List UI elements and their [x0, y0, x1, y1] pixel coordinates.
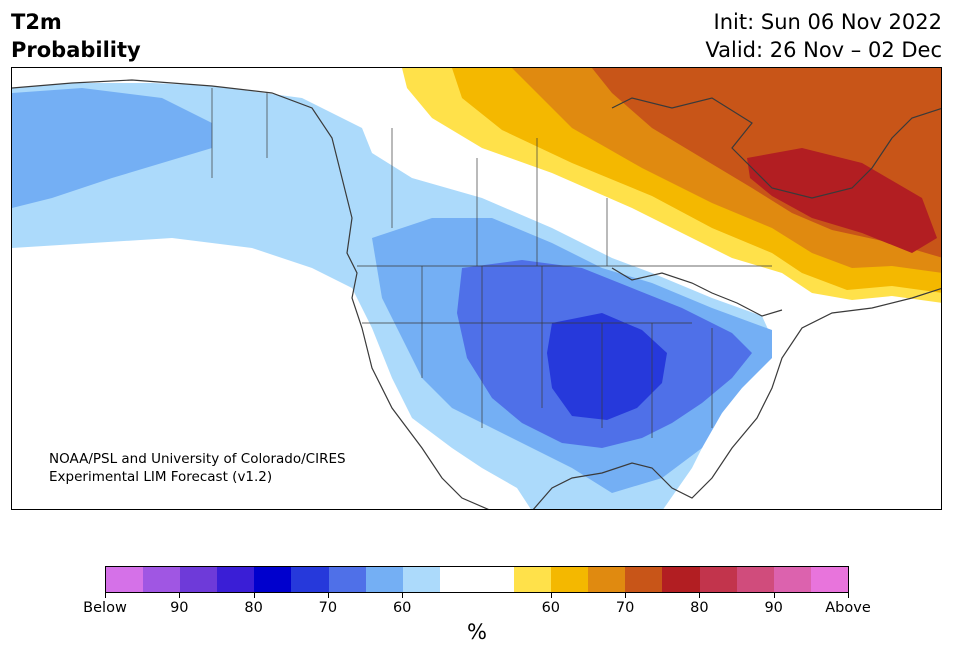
- colorbar-unit: %: [467, 620, 487, 644]
- colorbar-cell: [180, 567, 218, 592]
- colorbar-tick-label: 80: [690, 600, 709, 616]
- date-info: Init: Sun 06 Nov 2022 Valid: 26 Nov – 02…: [705, 8, 942, 64]
- colorbar-tick-label: 60: [392, 600, 412, 616]
- valid-period: Valid: 26 Nov – 02 Dec: [705, 38, 942, 62]
- colorbar-tick: [625, 592, 627, 598]
- colorbar-tick: [699, 592, 701, 598]
- colorbar-cell: [810, 567, 848, 592]
- probability-map: [11, 67, 942, 510]
- map-canvas: [12, 68, 941, 509]
- colorbar-cell: [402, 567, 440, 592]
- map-title: T2m Probability: [11, 8, 141, 64]
- credit-line-1: NOAA/PSL and University of Colorado/CIRE…: [49, 451, 346, 467]
- colorbar-tick: [550, 592, 552, 598]
- colorbar-cell: [439, 567, 477, 592]
- colorbar-cell: [143, 567, 181, 592]
- coastlines: [12, 79, 941, 509]
- colorbar-tick-label: Below: [83, 600, 127, 616]
- state-borders: [211, 88, 772, 438]
- colorbar-cell: [736, 567, 774, 592]
- credit: NOAA/PSL and University of Colorado/CIRE…: [49, 450, 346, 486]
- colorbar-tick: [179, 592, 181, 598]
- colorbar-cell: [514, 567, 552, 592]
- colorbar-tick-label: 70: [615, 600, 635, 616]
- colorbar-cell: [699, 567, 737, 592]
- colorbar-cell: [254, 567, 292, 592]
- colorbar-cell: [365, 567, 403, 592]
- colorbar-tick-label: 70: [318, 600, 338, 616]
- colorbar-tick: [327, 592, 329, 598]
- colorbar-cell: [773, 567, 811, 592]
- colorbar-tick-label: 80: [244, 600, 263, 616]
- colorbar-tick-label: Above: [825, 600, 871, 616]
- colorbar-cell: [106, 567, 144, 592]
- colorbar-tick-label: 60: [541, 600, 561, 616]
- colorbar-cell: [328, 567, 366, 592]
- credit-line-2: Experimental LIM Forecast (v1.2): [49, 469, 273, 485]
- colorbar-cell: [217, 567, 255, 592]
- title-line-1: T2m: [11, 10, 62, 34]
- colorbar-tick: [105, 592, 106, 598]
- colorbar-tick: [402, 592, 404, 598]
- colorbar-tick: [773, 592, 775, 598]
- colorbar-cell: [662, 567, 700, 592]
- colorbar-tick: [848, 592, 849, 598]
- colorbar-tick-label: 90: [764, 600, 783, 616]
- below-90-region: [547, 313, 667, 420]
- colorbar: [105, 566, 849, 593]
- colorbar-cell: [588, 567, 626, 592]
- title-line-2: Probability: [11, 38, 141, 62]
- colorbar-cell: [476, 567, 515, 592]
- colorbar-cell: [551, 567, 589, 592]
- colorbar-tick: [253, 592, 255, 598]
- colorbar-cell: [291, 567, 329, 592]
- init-date: Init: Sun 06 Nov 2022: [713, 10, 942, 34]
- above-max-region: [747, 148, 937, 253]
- colorbar-tick-label: 90: [170, 600, 189, 616]
- colorbar-cell: [625, 567, 663, 592]
